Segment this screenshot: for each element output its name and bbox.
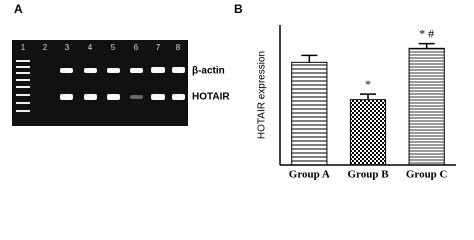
significance-mark: * # <box>419 26 434 40</box>
error-bar <box>360 93 376 100</box>
figure: A 1 2 3 4 5 6 7 8 β-actin HOTAIR B HOTAIR expre… <box>12 2 456 181</box>
y-axis-label: HOTAIR expression <box>257 51 268 139</box>
page: {"panel_a": {"label": "A", "lanes": ["1"… <box>12 2 456 181</box>
band-label: HOTAIR <box>192 92 230 103</box>
error-bar <box>418 42 435 49</box>
lane-number: 1 <box>21 43 26 52</box>
bar <box>349 99 387 166</box>
lane-numbers: 1 2 3 4 5 6 7 8 <box>21 43 181 52</box>
x-tick-label: Group C <box>406 169 448 181</box>
x-tick-label: Group B <box>347 169 389 181</box>
bar <box>408 47 445 166</box>
lane-number: 6 <box>134 43 139 52</box>
lane-number: 2 <box>43 43 48 52</box>
bar <box>291 61 328 166</box>
gel <box>12 40 188 126</box>
actin-bands <box>60 67 185 73</box>
error-bar <box>301 54 318 63</box>
gel-background <box>12 40 188 126</box>
lane-number: 3 <box>65 43 70 52</box>
band-label: β-actin <box>192 66 225 77</box>
x-tick-label: Group A <box>289 169 330 181</box>
panel-label: A <box>14 2 23 16</box>
significance-mark: * <box>365 77 371 91</box>
lane-number: 8 <box>176 43 181 52</box>
panel-label: B <box>234 2 243 16</box>
lane-number: 5 <box>111 43 116 52</box>
hotair-bands <box>60 94 185 100</box>
lane-number: 7 <box>156 43 161 52</box>
ladder <box>16 60 30 112</box>
lane-number: 4 <box>88 43 93 52</box>
